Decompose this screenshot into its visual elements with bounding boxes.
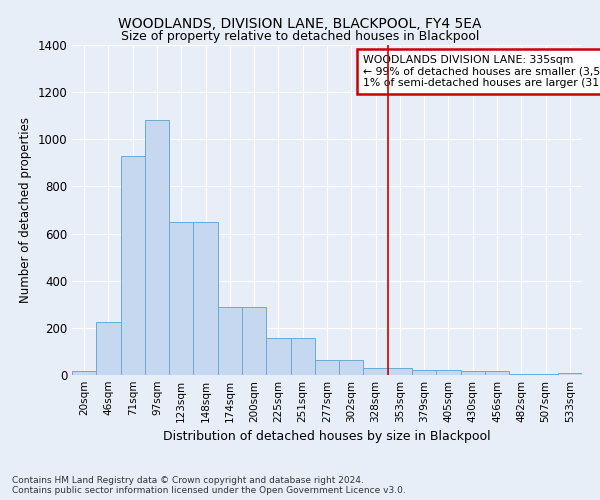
Bar: [315, 360, 339, 375]
Bar: [72, 372, 96, 375]
Bar: [509, 374, 533, 375]
Bar: [266, 338, 290, 375]
Text: Size of property relative to detached houses in Blackpool: Size of property relative to detached ho…: [121, 30, 479, 43]
Bar: [169, 222, 193, 375]
Bar: [461, 372, 485, 375]
Bar: [290, 338, 315, 375]
Bar: [193, 222, 218, 375]
Bar: [218, 306, 242, 375]
Bar: [388, 368, 412, 375]
Bar: [485, 372, 509, 375]
Bar: [436, 370, 461, 375]
Bar: [145, 120, 169, 375]
X-axis label: Distribution of detached houses by size in Blackpool: Distribution of detached houses by size …: [163, 430, 491, 444]
Bar: [558, 372, 582, 375]
Bar: [533, 374, 558, 375]
Bar: [339, 360, 364, 375]
Bar: [242, 306, 266, 375]
Bar: [96, 322, 121, 375]
Text: Contains HM Land Registry data © Crown copyright and database right 2024.
Contai: Contains HM Land Registry data © Crown c…: [12, 476, 406, 495]
Bar: [412, 370, 436, 375]
Text: WOODLANDS, DIVISION LANE, BLACKPOOL, FY4 5EA: WOODLANDS, DIVISION LANE, BLACKPOOL, FY4…: [118, 18, 482, 32]
Text: WOODLANDS DIVISION LANE: 335sqm
← 99% of detached houses are smaller (3,551)
1% : WOODLANDS DIVISION LANE: 335sqm ← 99% of…: [362, 55, 600, 88]
Bar: [121, 156, 145, 375]
Bar: [364, 368, 388, 375]
Y-axis label: Number of detached properties: Number of detached properties: [19, 117, 32, 303]
